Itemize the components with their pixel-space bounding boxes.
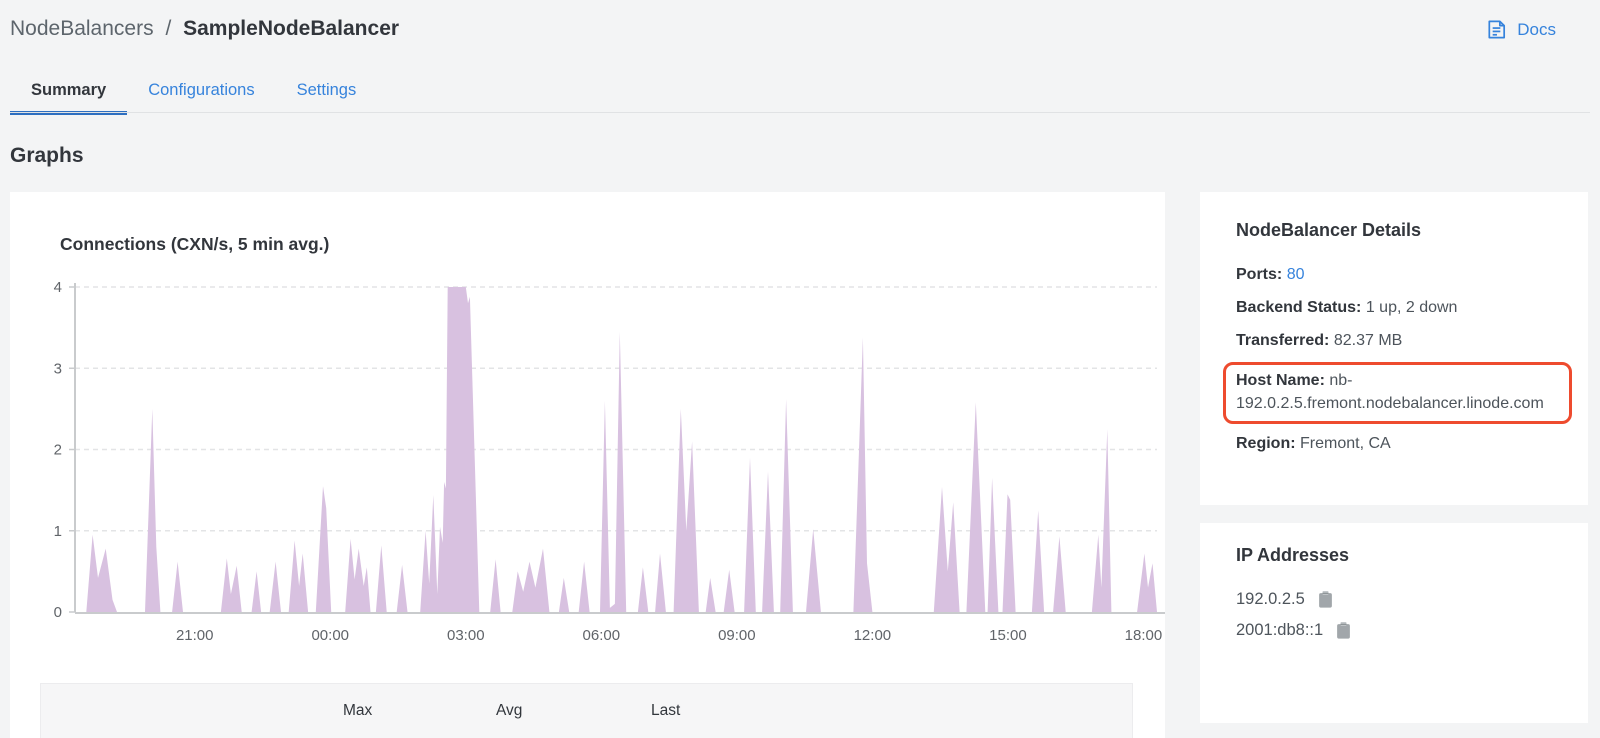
region-value: Fremont, CA — [1300, 435, 1391, 452]
backend-status-value: 1 up, 2 down — [1365, 299, 1458, 316]
ipv6-address: 2001:db8::1 — [1236, 621, 1324, 639]
svg-text:1: 1 — [54, 523, 62, 540]
host-name-value: nb-192.0.2.5.fremont.nodebalancer.linode… — [1236, 372, 1544, 412]
ip-panel-title: IP Addresses — [1236, 545, 1350, 565]
svg-text:18:00: 18:00 — [1125, 627, 1163, 644]
details-panel-title: NodeBalancer Details — [1236, 220, 1422, 240]
host-name-label: Host Name: — [1236, 372, 1325, 389]
tab-summary[interactable]: Summary — [10, 70, 128, 115]
ports-label: Ports: — [1236, 266, 1283, 283]
svg-text:00:00: 00:00 — [311, 627, 349, 644]
transferred-label: Transferred: — [1236, 332, 1330, 349]
ip-row-ipv4: 192.0.2.5 — [1236, 588, 1570, 610]
region-label: Region: — [1236, 435, 1296, 452]
ip-row-ipv6: 2001:db8::1 — [1236, 619, 1570, 641]
nodebalancer-details-panel: NodeBalancer Details Ports: 80 Backend S… — [1200, 192, 1588, 505]
detail-row-host-name-highlighted: Host Name: nb-192.0.2.5.fremont.nodebala… — [1223, 362, 1572, 424]
detail-row-backend-status: Backend Status: 1 up, 2 down — [1236, 296, 1570, 319]
ip-addresses-panel: IP Addresses 192.0.2.5 2001:db8::1 — [1200, 523, 1588, 723]
breadcrumb-separator: / — [165, 17, 172, 40]
graphs-section-title: Graphs — [10, 144, 84, 167]
stats-col-max: Max — [343, 702, 373, 719]
svg-text:09:00: 09:00 — [718, 627, 756, 644]
tab-configurations[interactable]: Configurations — [148, 81, 255, 99]
breadcrumb-nodebalancers-link[interactable]: NodeBalancers — [10, 17, 154, 40]
connections-chart: 0 1 2 3 4 21:00 00:00 03:00 06:00 09:00 12:00 15:00… — [54, 279, 1165, 644]
svg-text:2: 2 — [54, 442, 62, 459]
svg-text:4: 4 — [54, 279, 62, 296]
copy-clipboard-icon[interactable] — [1335, 621, 1352, 640]
breadcrumb: NodeBalancers / SampleNodeBalancer — [10, 17, 399, 41]
backend-status-label: Backend Status: — [1236, 299, 1362, 316]
connections-graph-panel: Connections (CXN/s, 5 min avg.) 0 1 2 3 4 21:… — [10, 192, 1165, 738]
svg-text:21:00: 21:00 — [176, 627, 214, 644]
svg-text:12:00: 12:00 — [854, 627, 892, 644]
tab-settings[interactable]: Settings — [296, 81, 357, 99]
copy-clipboard-icon[interactable] — [1317, 590, 1334, 609]
svg-text:3: 3 — [54, 360, 62, 377]
svg-text:06:00: 06:00 — [583, 627, 621, 644]
tab-bar: Summary Configurations Settings — [10, 70, 377, 115]
svg-text:03:00: 03:00 — [447, 627, 485, 644]
transferred-value: 82.37 MB — [1333, 332, 1403, 349]
detail-row-ports: Ports: 80 — [1236, 263, 1570, 286]
page-title: SampleNodeBalancer — [183, 17, 400, 40]
svg-text:0: 0 — [54, 604, 62, 621]
detail-row-transferred: Transferred: 82.37 MB — [1236, 329, 1570, 352]
stats-col-avg: Avg — [496, 702, 523, 719]
connections-chart-title: Connections (CXN/s, 5 min avg.) — [60, 234, 330, 254]
tabbar-divider — [10, 112, 1590, 113]
docs-link[interactable]: Docs — [1485, 18, 1556, 41]
stats-col-last: Last — [651, 702, 681, 719]
docs-document-icon — [1485, 18, 1508, 41]
detail-row-region: Region: Fremont, CA — [1236, 432, 1570, 455]
connections-stats-table: Max Avg Last — [40, 683, 1133, 738]
ipv4-address: 192.0.2.5 — [1236, 590, 1305, 608]
svg-text:15:00: 15:00 — [989, 627, 1027, 644]
docs-link-label: Docs — [1517, 19, 1556, 39]
port-80-link[interactable]: 80 — [1286, 266, 1305, 283]
